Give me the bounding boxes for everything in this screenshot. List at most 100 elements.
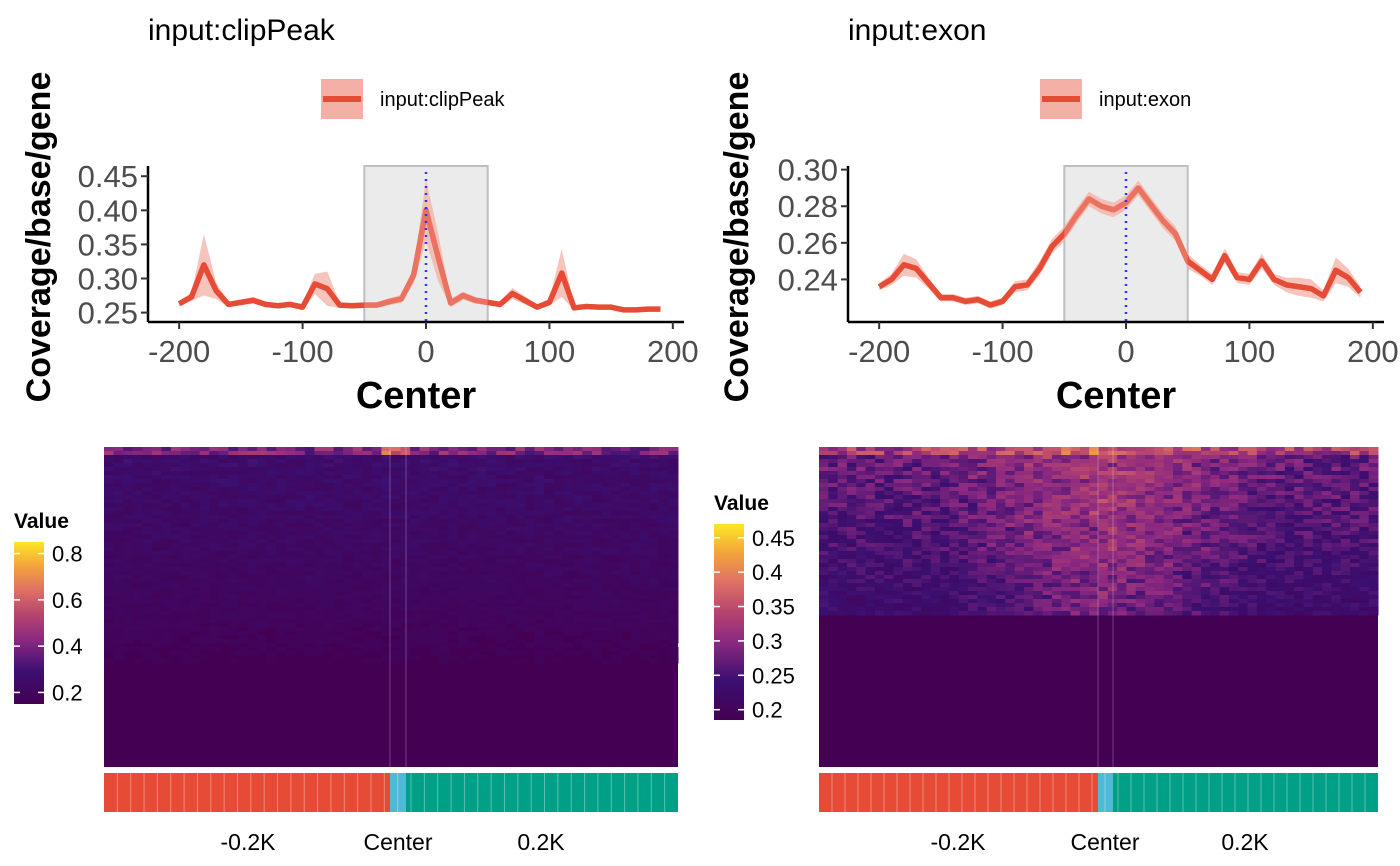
heatmap-cell (170, 615, 182, 620)
heatmap-cell (391, 563, 402, 568)
heatmap-cell (591, 647, 602, 652)
heatmap-cell (544, 447, 555, 452)
heatmap-cell (371, 475, 382, 480)
heatmap-cell (601, 563, 612, 568)
heatmap-cell (314, 595, 325, 600)
heatmap-cell (161, 547, 172, 552)
heatmap-cell (276, 451, 287, 456)
heatmap-cell (668, 531, 679, 536)
heatmap-cell (828, 471, 839, 476)
heatmap-cell (132, 495, 143, 500)
heatmap-cell (1098, 519, 1109, 524)
heatmap-cell (1023, 463, 1034, 468)
heatmap-cell (285, 651, 296, 656)
heatmap-cell (996, 531, 1006, 536)
heatmap-cell (362, 531, 373, 536)
heatmap-cell (324, 583, 335, 588)
heatmap-cell (190, 555, 201, 560)
heatmap-cell (572, 455, 583, 460)
heatmap-cell (276, 543, 287, 548)
heatmap-cell (1098, 455, 1109, 460)
heatmap-cell (1200, 543, 1211, 548)
heatmap-cell (419, 475, 430, 480)
heatmap-cell (400, 547, 411, 552)
heatmap-cell (902, 495, 913, 500)
heatmap-cell (304, 607, 315, 612)
heatmap-cell (496, 503, 507, 508)
heatmap-cell (104, 599, 115, 604)
heatmap-cell (1228, 567, 1239, 572)
heatmap-cell (314, 555, 325, 560)
heatmap-cell (1126, 487, 1137, 492)
heatmap-cell (1247, 523, 1258, 528)
heatmap-cell (505, 495, 516, 500)
heatmap-cell (611, 599, 622, 604)
heatmap-cell (620, 559, 631, 564)
heatmap-cell (515, 463, 526, 468)
heatmap-cell (930, 487, 941, 492)
heatmap-cell (132, 575, 143, 580)
heatmap-cell (190, 459, 201, 464)
heatmap-cell (1312, 519, 1323, 524)
heatmap-cell (611, 591, 622, 596)
heatmap-cell (429, 647, 440, 652)
heatmap-cell (1079, 463, 1090, 468)
heatmap-cell (170, 547, 182, 552)
heatmap-cell (362, 483, 373, 488)
heatmap-cell (1359, 451, 1370, 456)
heatmap-cell (819, 463, 829, 468)
heatmap-cell (611, 495, 622, 500)
heatmap-cell (1200, 519, 1211, 524)
heatmap-cell (534, 587, 545, 592)
heatmap-cell (477, 555, 488, 560)
heatmap-cell (544, 535, 555, 540)
heatmap-cell (591, 583, 602, 588)
heatmap-cell (419, 459, 430, 464)
heatmap-cell (1173, 455, 1183, 460)
heatmap-cell (1173, 479, 1183, 484)
heatmap-cell (486, 631, 497, 636)
heatmap-cell (620, 507, 631, 512)
heatmap-cell (1079, 523, 1090, 528)
heatmap-cell (362, 619, 373, 624)
heatmap-cell (295, 591, 306, 596)
heatmap-cell (1154, 471, 1165, 476)
heatmap-cell (123, 607, 134, 612)
heatmap-cell (1070, 459, 1081, 464)
heatmap-cell (410, 555, 421, 560)
heatmap-cell (977, 451, 988, 456)
heatmap-cell (209, 455, 220, 460)
heatmap-cell (304, 555, 315, 560)
heatmap-cell (123, 555, 134, 560)
heatmap-cell (639, 499, 650, 504)
heatmap-cell (601, 603, 612, 608)
heatmap-cell (1275, 475, 1286, 480)
heatmap-cell (968, 463, 978, 468)
heatmap-cell (1117, 511, 1127, 516)
heatmap-cell (668, 559, 679, 564)
heatmap-cell (1042, 471, 1053, 476)
heatmap-cell (218, 627, 229, 632)
heatmap-cell (996, 463, 1006, 468)
heatmap-cell (180, 591, 191, 596)
heatmap-cell (856, 483, 867, 488)
heatmap-cell (1219, 567, 1230, 572)
heatmap-cell (467, 527, 478, 532)
heatmap-cell (1154, 515, 1165, 520)
heatmap-cell (113, 559, 124, 564)
heatmap-cell (1033, 563, 1044, 568)
heatmap-cell (639, 587, 650, 592)
heatmap-cell (113, 531, 124, 536)
heatmap-cell (986, 523, 997, 528)
heatmap-cell (949, 515, 960, 520)
heatmap-cell (921, 511, 932, 516)
heatmap-cell (324, 539, 335, 544)
heatmap-cell (591, 563, 602, 568)
heatmap-cell (362, 511, 373, 516)
heatmap-cell (846, 551, 857, 556)
y-tick-label: 0.40 (78, 193, 138, 228)
heatmap-cell (448, 563, 459, 568)
heatmap-cell (1117, 495, 1127, 500)
heatmap-cell (381, 563, 392, 568)
heatmap-cell (1266, 535, 1277, 540)
